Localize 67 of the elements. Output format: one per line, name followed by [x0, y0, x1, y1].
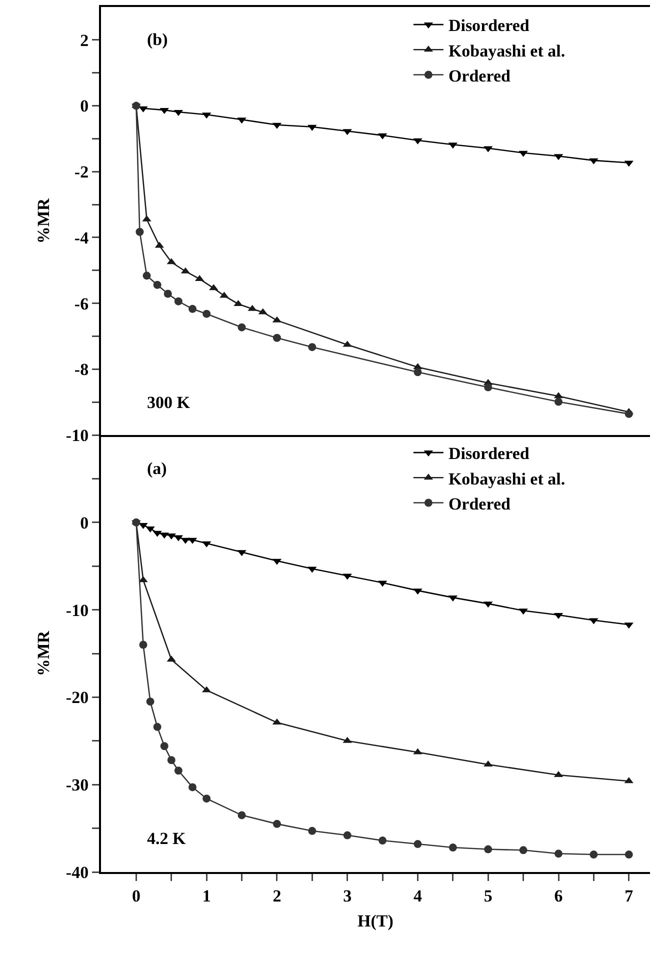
point: [146, 698, 154, 706]
point: [167, 756, 176, 764]
point: [202, 310, 211, 318]
point: [554, 850, 562, 858]
x-tick-label: 6: [554, 886, 563, 906]
point: [484, 383, 492, 392]
point: [139, 640, 148, 649]
y-tick-label: 2: [80, 30, 89, 50]
point: [414, 368, 422, 376]
y-tick-label: -8: [74, 360, 89, 380]
x-tick-label: 0: [132, 886, 140, 906]
point: [164, 290, 172, 298]
point: [448, 844, 457, 852]
y-tick-label: -40: [66, 862, 89, 882]
y-tick-label: -2: [74, 162, 89, 182]
point: [272, 334, 281, 342]
legend-label: Disordered: [448, 16, 530, 36]
point: [238, 811, 246, 820]
point: [160, 742, 168, 750]
point: [624, 850, 633, 859]
x-tick-label: 2: [272, 886, 282, 906]
legend-label: Disordered: [448, 444, 530, 464]
legend-label: Ordered: [448, 66, 511, 86]
point: [308, 343, 316, 352]
x-tick-label: 4: [413, 886, 422, 906]
y-axis-title: %MR: [34, 198, 53, 244]
point: [484, 845, 492, 854]
y-axis-title: %MR: [34, 630, 53, 676]
point: [174, 766, 182, 775]
x-tick-label: 7: [624, 886, 634, 906]
y-tick-label: -4: [74, 228, 90, 248]
y-tick-label: -10: [66, 426, 89, 445]
point: [343, 831, 352, 840]
y-tick-label: -30: [66, 776, 89, 795]
point: [554, 398, 562, 406]
point: [272, 820, 281, 828]
y-tick-label: 0: [80, 96, 89, 116]
point: [153, 280, 162, 289]
y-tick-label: -6: [74, 294, 89, 314]
legend-label: Kobayashi et al.: [448, 469, 566, 488]
point: [188, 783, 196, 792]
point: [590, 850, 598, 859]
annotation: 4.2 K: [147, 829, 186, 848]
y-tick-label: 0: [80, 513, 89, 532]
point: [308, 826, 316, 835]
y-tick-label: -10: [66, 600, 89, 620]
x-tick-label: 5: [484, 886, 492, 906]
point: [378, 836, 387, 845]
point: [174, 297, 182, 306]
point: [238, 323, 246, 332]
point: [142, 272, 151, 280]
point: [202, 794, 211, 803]
x-axis-title: H(T): [358, 911, 394, 930]
point: [414, 840, 422, 848]
x-tick-label: 1: [202, 886, 211, 906]
annotation: (b): [147, 30, 168, 49]
point: [624, 410, 633, 418]
point: [153, 722, 162, 731]
annotation: (a): [147, 459, 167, 478]
point: [136, 228, 144, 236]
point: [188, 304, 196, 313]
x-tick-label: 3: [343, 886, 352, 906]
point: [519, 846, 528, 854]
y-tick-label: -20: [66, 688, 89, 708]
legend-label: Kobayashi et al.: [448, 41, 566, 60]
annotation: 300 K: [147, 393, 191, 412]
legend-label: Ordered: [448, 494, 511, 514]
